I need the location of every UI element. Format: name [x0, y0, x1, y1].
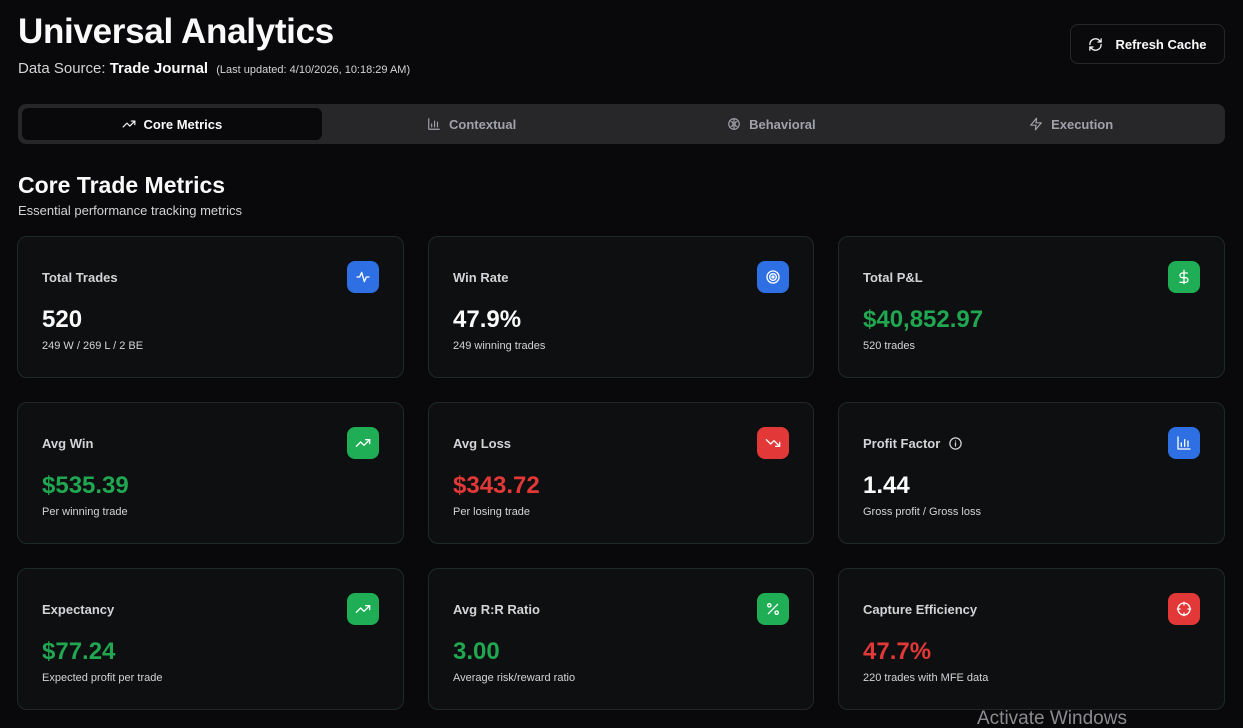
metric-value: $40,852.97: [863, 306, 984, 333]
page-header: Universal Analytics Data Source: Trade J…: [18, 0, 1225, 86]
metric-value: $77.24: [42, 638, 116, 665]
metric-label: Avg Win: [42, 436, 94, 451]
metric-value: 3.00: [453, 638, 500, 665]
metric-subtext: Expected profit per trade: [42, 672, 163, 684]
tab-execution[interactable]: Execution: [921, 108, 1221, 140]
tab-label: Contextual: [449, 116, 517, 132]
metric-value: $535.39: [42, 472, 129, 499]
metric-card-total-trades: Total Trades 520 249 W / 269 L / 2 BE: [17, 236, 404, 378]
trending-up-icon: [347, 593, 379, 625]
metric-subtext: 520 trades: [863, 340, 915, 352]
trending-up-icon: [347, 427, 379, 459]
metric-label: Total Trades: [42, 270, 118, 285]
metric-subtext: Per losing trade: [453, 506, 531, 518]
metric-label: Profit Factor: [863, 436, 963, 451]
refresh-cache-button[interactable]: Refresh Cache: [1070, 24, 1225, 64]
metric-subtext: Per winning trade: [42, 506, 128, 518]
section-subtitle: Essential performance tracking metrics: [18, 203, 242, 218]
bar-chart-icon: [428, 118, 440, 130]
metric-label: Total P&L: [863, 270, 923, 285]
metric-subtext: Average risk/reward ratio: [453, 672, 576, 684]
info-icon[interactable]: [948, 436, 963, 451]
metrics-grid: Total Trades 520 249 W / 269 L / 2 BE Wi…: [17, 236, 1225, 710]
trending-up-icon: [122, 120, 135, 128]
metric-card-profit-factor: Profit Factor 1.44 Gross profit / Gross …: [838, 402, 1225, 544]
metric-subtext: 249 W / 269 L / 2 BE: [42, 340, 144, 352]
trending-down-icon: [757, 427, 789, 459]
refresh-cache-label: Refresh Cache: [1115, 36, 1207, 52]
metric-card-expectancy: Expectancy $77.24 Expected profit per tr…: [17, 568, 404, 710]
bar-chart-icon: [1168, 427, 1200, 459]
target-icon: [757, 261, 789, 293]
tab-list: Core Metrics Contextual Behavioral Execu…: [18, 104, 1225, 144]
metric-subtext: 220 trades with MFE data: [863, 672, 989, 684]
metric-card-win-rate: Win Rate 47.9% 249 winning trades: [428, 236, 814, 378]
metric-card-avg-rr: Avg R:R Ratio 3.00 Average risk/reward r…: [428, 568, 814, 710]
activate-windows-watermark: Activate Windows: [977, 708, 1127, 728]
page-title: Universal Analytics: [18, 12, 334, 51]
tab-core-metrics[interactable]: Core Metrics: [22, 108, 322, 140]
section-title: Core Trade Metrics: [18, 172, 226, 198]
metric-subtext: 249 winning trades: [453, 340, 546, 352]
metric-value: 47.7%: [863, 638, 932, 665]
metric-label: Win Rate: [453, 270, 509, 285]
metric-label: Avg Loss: [453, 436, 512, 451]
refresh-icon: [1089, 37, 1103, 51]
activity-icon: [347, 261, 379, 293]
metric-label: Expectancy: [42, 602, 115, 617]
tab-behavioral[interactable]: Behavioral: [622, 108, 922, 140]
last-updated: (Last updated: 4/10/2026, 10:18:29 AM): [216, 64, 411, 76]
data-source-value: Trade Journal: [109, 60, 209, 77]
tab-label: Execution: [1051, 116, 1114, 132]
dollar-icon: [1168, 261, 1200, 293]
tab-contextual[interactable]: Contextual: [322, 108, 622, 140]
metric-value: 1.44: [863, 472, 910, 499]
metric-value: 47.9%: [453, 306, 522, 333]
data-source-label: Data Source:: [18, 60, 106, 77]
metric-label: Avg R:R Ratio: [453, 602, 540, 617]
metric-value: 520: [42, 306, 83, 333]
percent-icon: [757, 593, 789, 625]
metric-subtext: Gross profit / Gross loss: [863, 506, 981, 518]
tab-label: Core Metrics: [143, 116, 223, 132]
metric-card-capture-efficiency: Capture Efficiency 47.7% 220 trades with…: [838, 568, 1225, 710]
metric-card-avg-win: Avg Win $535.39 Per winning trade: [17, 402, 404, 544]
metric-value: $343.72: [453, 472, 540, 499]
data-source-line: Data Source: Trade Journal (Last updated…: [18, 60, 410, 77]
tab-label: Behavioral: [749, 116, 816, 132]
zap-icon: [1030, 117, 1042, 131]
metric-card-total-pnl: Total P&L $40,852.97 520 trades: [838, 236, 1225, 378]
crosshair-icon: [1168, 593, 1200, 625]
brain-icon: [728, 118, 740, 130]
metric-card-avg-loss: Avg Loss $343.72 Per losing trade: [428, 402, 814, 544]
metric-label: Capture Efficiency: [863, 602, 978, 617]
